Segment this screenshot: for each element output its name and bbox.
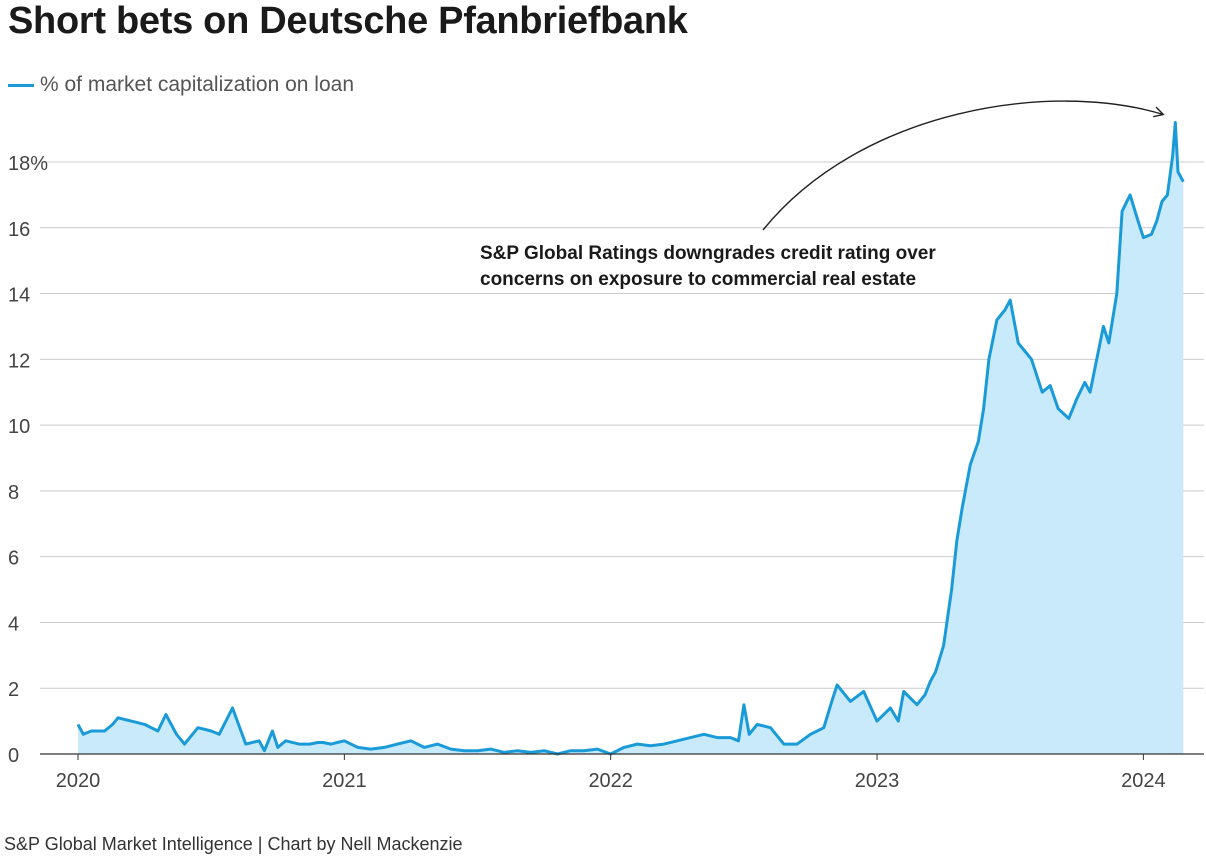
annotation-text: S&P Global Ratings downgrades credit rat… bbox=[480, 243, 936, 264]
axes: 0 2 4 6 8 10 12 14 16 18% 2020 2021 2022 2023 2024 bbox=[8, 153, 1204, 792]
legend-line-swatch bbox=[8, 83, 34, 87]
legend: % of market capitalization on loan bbox=[8, 72, 354, 98]
y-tick-label: 8 bbox=[8, 482, 19, 504]
series-area bbox=[78, 122, 1184, 754]
y-tick-label: 18% bbox=[8, 153, 48, 175]
y-tick-label: 16 bbox=[8, 219, 30, 241]
annotation: S&P Global Ratings downgrades credit rat… bbox=[480, 100, 1165, 290]
annotation-arrow bbox=[762, 100, 1165, 231]
x-tick-label: 2023 bbox=[855, 770, 900, 792]
x-tick-label: 2021 bbox=[322, 770, 367, 792]
legend-label: % of market capitalization on loan bbox=[40, 73, 355, 96]
annotation-text: concerns on exposure to commercial real … bbox=[480, 269, 916, 290]
area-layer bbox=[76, 121, 1185, 756]
x-tick-label: 2022 bbox=[588, 770, 633, 792]
y-tick-label: 4 bbox=[8, 613, 19, 635]
y-tick-label: 12 bbox=[8, 350, 30, 372]
y-tick-label: 10 bbox=[8, 416, 30, 438]
x-tick-label: 2020 bbox=[56, 770, 101, 792]
y-tick-label: 2 bbox=[8, 679, 19, 701]
y-tick-label: 0 bbox=[8, 745, 19, 767]
y-tick-label: 14 bbox=[8, 285, 30, 307]
source-credit: S&P Global Market Intelligence | Chart b… bbox=[4, 834, 463, 854]
series-line bbox=[76, 121, 1185, 756]
y-tick-label: 6 bbox=[8, 548, 19, 570]
chart-title: Short bets on Deutsche Pfanbriefbank bbox=[8, 0, 688, 42]
x-tick-label: 2024 bbox=[1121, 770, 1166, 792]
